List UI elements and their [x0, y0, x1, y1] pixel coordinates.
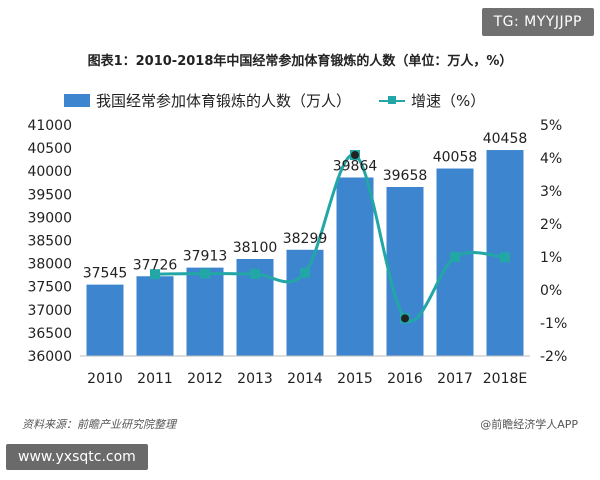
growth-marker-2018E — [500, 252, 510, 263]
y-left-tick-label: 36500 — [27, 326, 72, 342]
legend-bar-swatch — [64, 94, 90, 107]
chart-legend: 我国经常参加体育锻炼的人数（万人） 增速（%） — [64, 90, 513, 111]
y-left-tick-label: 40000 — [27, 164, 72, 180]
bar-2016 — [386, 187, 424, 356]
y-left-tick-label: 37500 — [27, 280, 72, 296]
x-tick-label: 2016 — [387, 371, 423, 387]
publisher-credit: @前瞻经济学人APP — [480, 418, 578, 431]
bar-2011 — [136, 276, 174, 356]
growth-marker-dot-2016 — [401, 314, 409, 323]
growth-marker-2014 — [300, 267, 310, 278]
growth-marker-2011 — [150, 269, 160, 280]
x-tick-label: 2015 — [337, 371, 373, 387]
growth-marker-dot-2015 — [351, 151, 359, 160]
legend-bar-label: 我国经常参加体育锻炼的人数（万人） — [96, 92, 352, 110]
growth-marker-2017 — [450, 252, 460, 262]
growth-marker-2013 — [250, 268, 260, 279]
y-right-tick-label: 4% — [540, 151, 562, 167]
y-right-tick-label: -2% — [540, 349, 567, 365]
y-right-tick-label: 0% — [540, 283, 562, 299]
bar-data-label: 40058 — [433, 150, 478, 166]
watermark-top: TG: MYYJJPP — [481, 8, 594, 36]
y-right-tick-label: -1% — [540, 316, 567, 332]
bar-2014 — [286, 249, 324, 356]
y-left-tick-label: 39500 — [27, 187, 72, 203]
watermark-bottom: www.yxsqtc.com — [6, 444, 148, 470]
y-left-tick-label: 36000 — [27, 349, 72, 365]
bar-data-label: 38100 — [233, 240, 278, 256]
x-tick-label: 2017 — [437, 371, 473, 387]
bar-2010 — [86, 284, 124, 356]
x-tick-label: 2011 — [137, 371, 173, 387]
legend-item-line: 增速（%） — [379, 90, 485, 111]
bar-data-label: 37913 — [183, 249, 228, 265]
x-tick-label: 2012 — [187, 371, 223, 387]
growth-line — [154, 153, 506, 323]
y-left-tick-label: 38000 — [27, 257, 72, 273]
legend-line-swatch — [379, 95, 406, 107]
source-note: 资料来源：前瞻产业研究院整理 — [22, 418, 176, 431]
bar-2012 — [186, 267, 224, 356]
x-tick-label: 2013 — [237, 371, 273, 387]
y-left-tick-label: 40500 — [27, 141, 72, 157]
x-tick-label: 2014 — [287, 371, 323, 387]
y-left-tick-label: 38500 — [27, 234, 72, 250]
y-left-tick-label: 39000 — [27, 210, 72, 226]
y-right-tick-label: 3% — [540, 184, 562, 200]
y-right-tick-label: 1% — [540, 250, 562, 266]
bar-data-label: 38299 — [283, 231, 328, 247]
y-left-tick-label: 37000 — [27, 303, 72, 319]
bar-2015 — [336, 177, 374, 356]
legend-item-bar: 我国经常参加体育锻炼的人数（万人） — [64, 90, 351, 111]
bar-data-label: 39864 — [333, 158, 378, 174]
legend-line-label: 增速（%） — [411, 92, 486, 110]
bar-2017 — [436, 168, 474, 356]
y-right-tick-label: 2% — [540, 217, 562, 233]
bar-data-label: 37545 — [83, 266, 128, 282]
y-right-tick-label: 5% — [540, 118, 562, 134]
y-left-tick-label: 41000 — [27, 118, 72, 134]
bar-data-label: 37726 — [133, 257, 178, 273]
bar-data-label: 39658 — [383, 168, 428, 184]
chart-title: 图表1：2010-2018年中国经常参加体育锻炼的人数（单位：万人，%） — [87, 54, 513, 69]
bar-data-label: 40458 — [483, 131, 528, 147]
growth-marker-2012 — [200, 268, 210, 279]
x-tick-label: 2018E — [483, 371, 527, 387]
x-tick-label: 2010 — [87, 371, 123, 387]
